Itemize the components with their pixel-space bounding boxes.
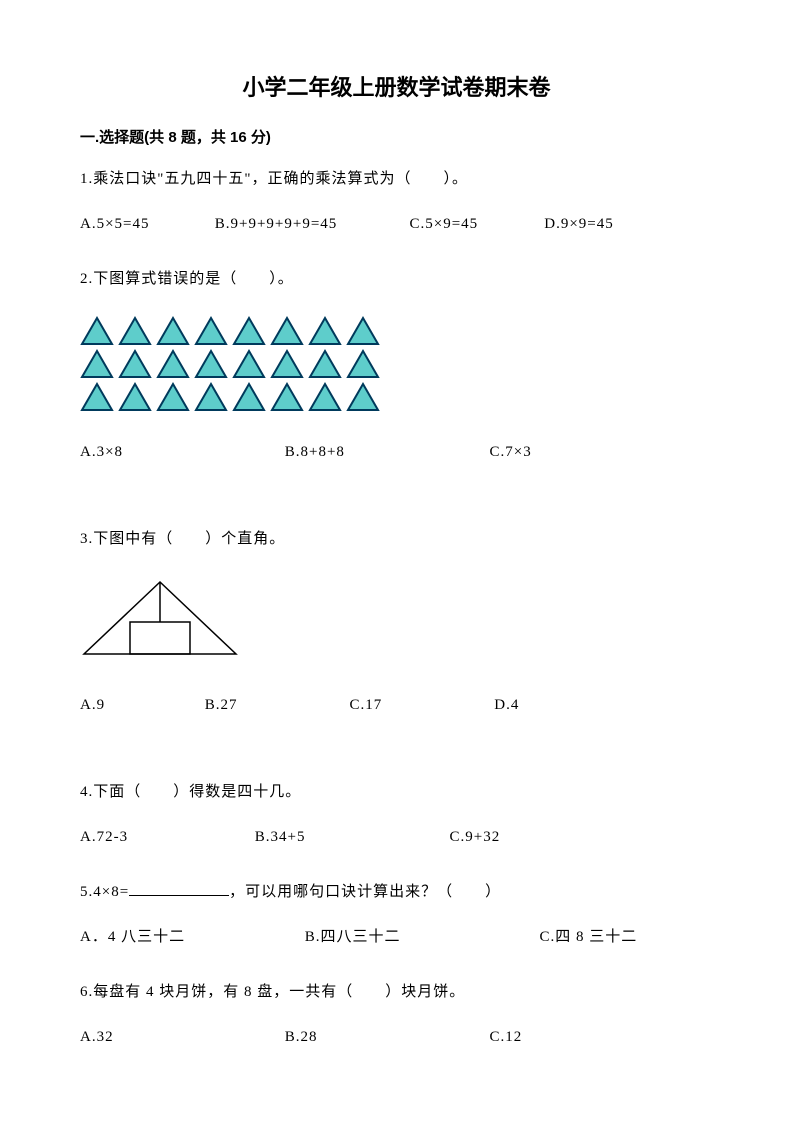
option: A.3×8: [80, 436, 280, 469]
triangle-icon: [232, 382, 266, 412]
option: C.7×3: [490, 436, 532, 469]
section-header: 一.选择题(共 8 题，共 16 分): [80, 126, 713, 147]
question-5-options: A．4 八三十二 B.四八三十二 C.四 8 三十二: [80, 921, 713, 954]
option: A.32: [80, 1021, 280, 1054]
triangle-icon: [156, 349, 190, 379]
triangle-icon: [194, 316, 228, 346]
angle-figure: [80, 578, 713, 663]
question-3-text: 3.下图中有（ ）个直角。: [80, 523, 713, 556]
option: C.9+32: [450, 821, 501, 854]
triangle-icon: [232, 316, 266, 346]
question-6-text: 6.每盘有 4 块月饼，有 8 盘，一共有（ ）块月饼。: [80, 976, 713, 1009]
triangle-icon: [270, 382, 304, 412]
option: A.72-3: [80, 821, 250, 854]
triangle-icon: [80, 382, 114, 412]
option: A.5×5=45: [80, 208, 210, 241]
option: C.5×9=45: [410, 208, 540, 241]
question-6-options: A.32 B.28 C.12: [80, 1021, 713, 1054]
triangle-icon: [194, 382, 228, 412]
question-1-text: 1.乘法口诀"五九四十五"，正确的乘法算式为（ ）。: [80, 163, 713, 196]
option: C.四 8 三十二: [540, 921, 638, 954]
option: B.28: [285, 1021, 485, 1054]
option: C.12: [490, 1021, 523, 1054]
q5-suffix: ，可以用哪句口诀计算出来？（ ）: [229, 884, 501, 900]
question-1-options: A.5×5=45 B.9+9+9+9+9=45 C.5×9=45 D.9×9=4…: [80, 208, 713, 241]
question-5-text: 5.4×8= ，可以用哪句口诀计算出来？（ ）: [80, 876, 713, 909]
blank-field[interactable]: [129, 882, 229, 896]
option: B.27: [205, 689, 345, 722]
triangle-icon: [270, 316, 304, 346]
question-3-options: A.9 B.27 C.17 D.4: [80, 689, 713, 722]
triangle-icon: [80, 316, 114, 346]
triangle-icon: [308, 349, 342, 379]
option: B.9+9+9+9+9=45: [215, 208, 405, 241]
triangle-icon: [118, 349, 152, 379]
triangle-icon: [80, 349, 114, 379]
triangle-icon: [194, 349, 228, 379]
option: A.9: [80, 689, 200, 722]
page-title: 小学二年级上册数学试卷期末卷: [80, 70, 713, 102]
option: D.4: [494, 689, 519, 722]
triangle-icon: [156, 316, 190, 346]
option: B.34+5: [255, 821, 445, 854]
question-2-options: A.3×8 B.8+8+8 C.7×3: [80, 436, 713, 469]
triangle-icon: [156, 382, 190, 412]
option: D.9×9=45: [544, 208, 614, 241]
triangle-icon: [308, 382, 342, 412]
q5-prefix: 5.4×8=: [80, 884, 129, 900]
option: B.四八三十二: [305, 921, 535, 954]
triangle-icon: [270, 349, 304, 379]
option: B.8+8+8: [285, 436, 485, 469]
question-2-text: 2.下图算式错误的是（ ）。: [80, 263, 713, 296]
triangle-icon: [308, 316, 342, 346]
triangle-icon: [346, 382, 380, 412]
triangle-icon: [232, 349, 266, 379]
triangle-icon: [118, 382, 152, 412]
question-4-text: 4.下面（ ）得数是四十几。: [80, 776, 713, 809]
question-4-options: A.72-3 B.34+5 C.9+32: [80, 821, 713, 854]
option: C.17: [350, 689, 490, 722]
triangles-figure: [80, 316, 713, 412]
option: A．4 八三十二: [80, 921, 300, 954]
triangle-icon: [118, 316, 152, 346]
triangle-icon: [346, 349, 380, 379]
triangle-icon: [346, 316, 380, 346]
